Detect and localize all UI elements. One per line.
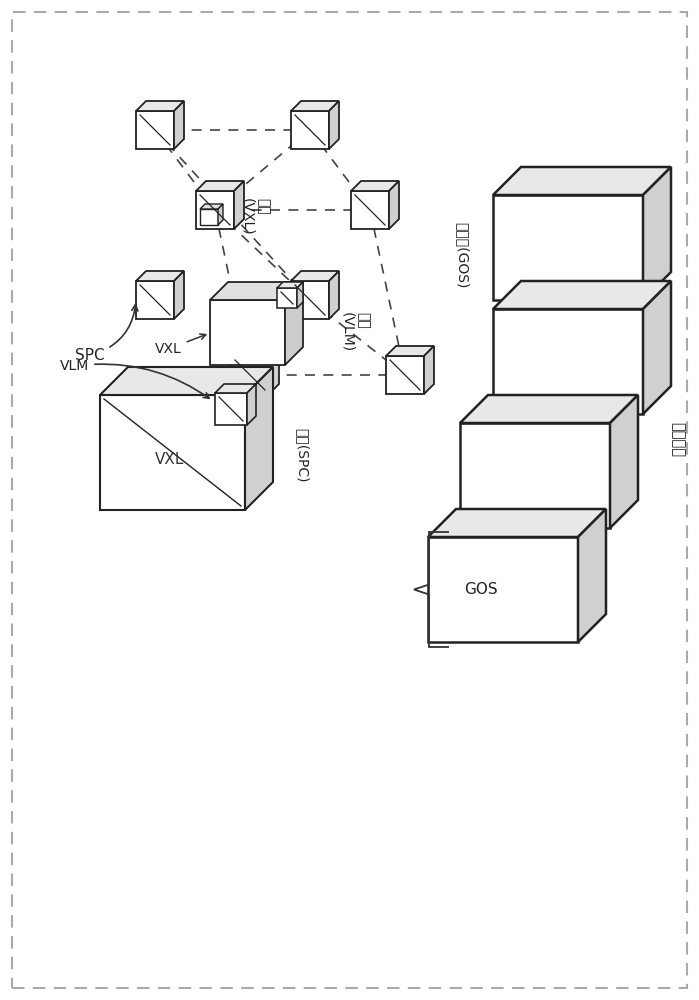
Polygon shape: [200, 209, 218, 225]
Polygon shape: [291, 101, 339, 111]
Text: VLM: VLM: [60, 359, 209, 398]
Text: 空间(SPC): 空间(SPC): [295, 428, 309, 482]
Polygon shape: [136, 271, 184, 281]
Polygon shape: [200, 204, 223, 209]
Polygon shape: [460, 423, 610, 528]
Text: SPC: SPC: [75, 305, 138, 363]
Polygon shape: [215, 393, 247, 425]
Polygon shape: [100, 367, 273, 395]
Polygon shape: [297, 282, 303, 308]
Polygon shape: [136, 111, 174, 149]
Polygon shape: [231, 356, 269, 394]
Polygon shape: [329, 271, 339, 319]
Polygon shape: [351, 191, 389, 229]
Polygon shape: [428, 509, 606, 537]
Polygon shape: [386, 346, 434, 356]
Polygon shape: [493, 195, 643, 300]
Text: 体积
(VLM): 体积 (VLM): [340, 312, 370, 352]
Polygon shape: [291, 111, 329, 149]
Text: 世界空间: 世界空间: [670, 422, 686, 458]
Polygon shape: [277, 282, 303, 288]
Polygon shape: [174, 271, 184, 319]
Polygon shape: [277, 288, 297, 308]
Polygon shape: [428, 537, 578, 642]
Polygon shape: [210, 300, 285, 365]
Polygon shape: [329, 101, 339, 149]
Polygon shape: [643, 281, 671, 414]
Text: VXL: VXL: [155, 452, 185, 468]
Polygon shape: [247, 384, 256, 425]
Text: VXL: VXL: [155, 334, 206, 356]
Polygon shape: [196, 181, 244, 191]
Polygon shape: [291, 271, 339, 281]
Polygon shape: [493, 281, 671, 309]
Polygon shape: [460, 395, 638, 423]
Polygon shape: [291, 281, 329, 319]
Polygon shape: [610, 395, 638, 528]
Polygon shape: [269, 346, 279, 394]
Text: 体素
(VXL): 体素 (VXL): [240, 198, 271, 236]
Polygon shape: [493, 167, 671, 195]
Polygon shape: [285, 282, 303, 365]
Polygon shape: [351, 181, 399, 191]
Polygon shape: [245, 367, 273, 510]
Polygon shape: [386, 356, 424, 394]
Polygon shape: [174, 101, 184, 149]
Polygon shape: [231, 346, 279, 356]
Polygon shape: [136, 101, 184, 111]
Polygon shape: [136, 281, 174, 319]
Polygon shape: [215, 384, 256, 393]
Text: GOS: GOS: [464, 582, 498, 597]
Polygon shape: [210, 282, 303, 300]
Polygon shape: [389, 181, 399, 229]
Polygon shape: [578, 509, 606, 642]
Polygon shape: [643, 167, 671, 300]
Polygon shape: [493, 309, 643, 414]
Polygon shape: [234, 181, 244, 229]
Polygon shape: [196, 191, 234, 229]
Polygon shape: [424, 346, 434, 394]
Polygon shape: [100, 395, 245, 510]
Polygon shape: [218, 204, 223, 225]
Text: 空间群(GOS): 空间群(GOS): [455, 222, 469, 288]
